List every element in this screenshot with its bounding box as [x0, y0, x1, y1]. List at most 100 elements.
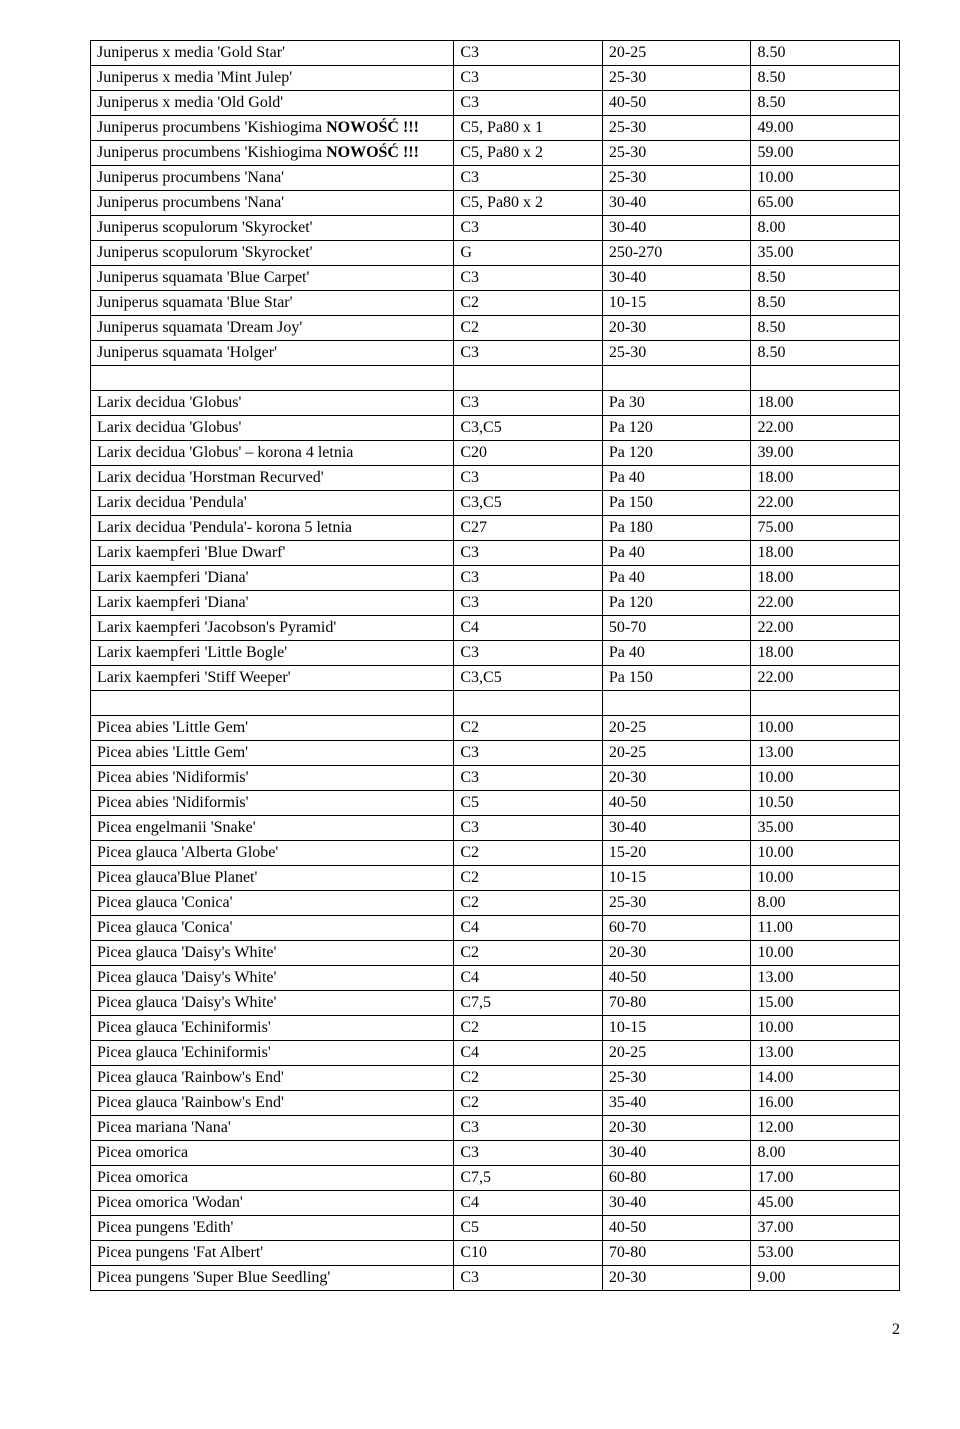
pot-size: C7,5	[454, 1166, 603, 1191]
plant-name: Juniperus x media 'Gold Star'	[91, 41, 454, 66]
plant-size: Pa 40	[602, 641, 751, 666]
table-row: Picea omoricaC330-408.00	[91, 1141, 900, 1166]
plant-size: 30-40	[602, 1141, 751, 1166]
plant-size: 20-30	[602, 1116, 751, 1141]
table-row: Juniperus x media 'Old Gold'C340-508.50	[91, 91, 900, 116]
plant-size: Pa 180	[602, 516, 751, 541]
price	[751, 691, 900, 716]
price: 22.00	[751, 591, 900, 616]
plant-name: Juniperus scopulorum 'Skyrocket'	[91, 216, 454, 241]
pot-size	[454, 691, 603, 716]
table-row: Larix kaempferi 'Diana'C3Pa 4018.00	[91, 566, 900, 591]
table-row: Picea mariana 'Nana'C320-3012.00	[91, 1116, 900, 1141]
price: 15.00	[751, 991, 900, 1016]
pot-size: C3	[454, 391, 603, 416]
pot-size: C5, Pa80 x 2	[454, 191, 603, 216]
plant-name: Picea glauca 'Echiniformis'	[91, 1041, 454, 1066]
price: 8.50	[751, 41, 900, 66]
price: 8.50	[751, 316, 900, 341]
plant-size: 20-30	[602, 941, 751, 966]
plant-name: Picea omorica	[91, 1141, 454, 1166]
plant-size	[602, 691, 751, 716]
plant-size: Pa 150	[602, 491, 751, 516]
plant-size: 20-30	[602, 766, 751, 791]
plant-name: Juniperus scopulorum 'Skyrocket'	[91, 241, 454, 266]
price: 37.00	[751, 1216, 900, 1241]
pot-size: C3	[454, 166, 603, 191]
price: 9.00	[751, 1266, 900, 1291]
table-row: Larix decidua 'Pendula'- korona 5 letnia…	[91, 516, 900, 541]
pot-size	[454, 366, 603, 391]
pot-size: C3	[454, 1266, 603, 1291]
price: 13.00	[751, 741, 900, 766]
table-row: Picea glauca 'Rainbow's End'C225-3014.00	[91, 1066, 900, 1091]
plant-name: Picea abies 'Nidiformis'	[91, 766, 454, 791]
plant-size: 25-30	[602, 891, 751, 916]
price: 65.00	[751, 191, 900, 216]
plant-size: 70-80	[602, 991, 751, 1016]
table-row: Juniperus procumbens 'Kishiogima NOWOŚĆ …	[91, 141, 900, 166]
pot-size: C5	[454, 1216, 603, 1241]
plant-size: 10-15	[602, 291, 751, 316]
plant-name: Juniperus squamata 'Dream Joy'	[91, 316, 454, 341]
plant-size: 25-30	[602, 1066, 751, 1091]
plant-size: 40-50	[602, 966, 751, 991]
price: 8.00	[751, 216, 900, 241]
price: 75.00	[751, 516, 900, 541]
plant-name: Juniperus squamata 'Holger'	[91, 341, 454, 366]
plant-size: 25-30	[602, 141, 751, 166]
plant-name: Juniperus x media 'Mint Julep'	[91, 66, 454, 91]
plant-size: 20-25	[602, 41, 751, 66]
pot-size: G	[454, 241, 603, 266]
plant-size: Pa 120	[602, 416, 751, 441]
table-row: Larix decidua 'Globus'C3Pa 3018.00	[91, 391, 900, 416]
table-row: Larix kaempferi 'Jacobson's Pyramid'C450…	[91, 616, 900, 641]
plant-name: Larix kaempferi 'Little Bogle'	[91, 641, 454, 666]
plant-size: 30-40	[602, 816, 751, 841]
price: 53.00	[751, 1241, 900, 1266]
price: 35.00	[751, 241, 900, 266]
table-row: Larix decidua 'Horstman Recurved'C3Pa 40…	[91, 466, 900, 491]
plant-name: Juniperus procumbens 'Kishiogima NOWOŚĆ …	[91, 141, 454, 166]
table-row: Juniperus scopulorum 'Skyrocket'C330-408…	[91, 216, 900, 241]
pot-size: C5, Pa80 x 2	[454, 141, 603, 166]
plant-size: 15-20	[602, 841, 751, 866]
plant-name: Larix decidua 'Pendula'- korona 5 letnia	[91, 516, 454, 541]
pot-size: C3	[454, 766, 603, 791]
table-row: Picea glauca 'Rainbow's End'C235-4016.00	[91, 1091, 900, 1116]
plant-name: Picea glauca 'Rainbow's End'	[91, 1091, 454, 1116]
plant-name: Picea glauca 'Rainbow's End'	[91, 1066, 454, 1091]
table-row: Picea pungens 'Super Blue Seedling'C320-…	[91, 1266, 900, 1291]
plant-size: 30-40	[602, 191, 751, 216]
plant-name: Larix kaempferi 'Diana'	[91, 591, 454, 616]
table-row	[91, 366, 900, 391]
plant-size	[602, 366, 751, 391]
price: 49.00	[751, 116, 900, 141]
table-row: Larix decidua 'Globus' – korona 4 letnia…	[91, 441, 900, 466]
pot-size: C3	[454, 641, 603, 666]
price: 17.00	[751, 1166, 900, 1191]
pot-size: C3,C5	[454, 491, 603, 516]
plant-size: Pa 30	[602, 391, 751, 416]
plant-name	[91, 691, 454, 716]
plant-name: Larix decidua 'Horstman Recurved'	[91, 466, 454, 491]
price: 8.50	[751, 66, 900, 91]
plant-size: 25-30	[602, 341, 751, 366]
plant-name: Juniperus squamata 'Blue Star'	[91, 291, 454, 316]
table-row: Larix kaempferi 'Little Bogle'C3Pa 4018.…	[91, 641, 900, 666]
pot-size: C3	[454, 566, 603, 591]
table-row: Juniperus squamata 'Blue Carpet'C330-408…	[91, 266, 900, 291]
table-row: Picea glauca 'Conica'C225-308.00	[91, 891, 900, 916]
pot-size: C3	[454, 591, 603, 616]
price: 12.00	[751, 1116, 900, 1141]
plant-size: 30-40	[602, 266, 751, 291]
pot-size: C3	[454, 1141, 603, 1166]
table-row: Picea glauca 'Daisy's White'C7,570-8015.…	[91, 991, 900, 1016]
plant-name: Picea glauca'Blue Planet'	[91, 866, 454, 891]
pot-size: C3,C5	[454, 666, 603, 691]
plant-name: Larix decidua 'Globus'	[91, 391, 454, 416]
plant-name: Picea glauca 'Conica'	[91, 916, 454, 941]
plant-size: Pa 150	[602, 666, 751, 691]
plant-name: Picea pungens 'Super Blue Seedling'	[91, 1266, 454, 1291]
pot-size: C4	[454, 1191, 603, 1216]
